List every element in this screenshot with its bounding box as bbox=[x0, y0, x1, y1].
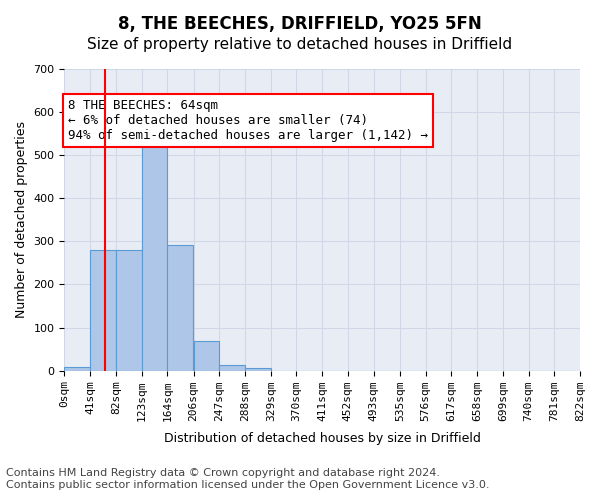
Bar bbox=[245, 368, 271, 370]
Text: 8, THE BEECHES, DRIFFIELD, YO25 5FN: 8, THE BEECHES, DRIFFIELD, YO25 5FN bbox=[118, 15, 482, 33]
Bar bbox=[194, 342, 220, 370]
Bar bbox=[90, 250, 116, 370]
Bar bbox=[64, 367, 90, 370]
Text: 8 THE BEECHES: 64sqm
← 6% of detached houses are smaller (74)
94% of semi-detach: 8 THE BEECHES: 64sqm ← 6% of detached ho… bbox=[68, 99, 428, 142]
Bar bbox=[116, 250, 142, 370]
X-axis label: Distribution of detached houses by size in Driffield: Distribution of detached houses by size … bbox=[164, 432, 481, 445]
Bar bbox=[167, 246, 193, 370]
Bar bbox=[142, 131, 167, 370]
Y-axis label: Number of detached properties: Number of detached properties bbox=[15, 122, 28, 318]
Text: Size of property relative to detached houses in Driffield: Size of property relative to detached ho… bbox=[88, 38, 512, 52]
Text: Contains HM Land Registry data © Crown copyright and database right 2024.
Contai: Contains HM Land Registry data © Crown c… bbox=[6, 468, 490, 490]
Bar bbox=[220, 366, 245, 370]
